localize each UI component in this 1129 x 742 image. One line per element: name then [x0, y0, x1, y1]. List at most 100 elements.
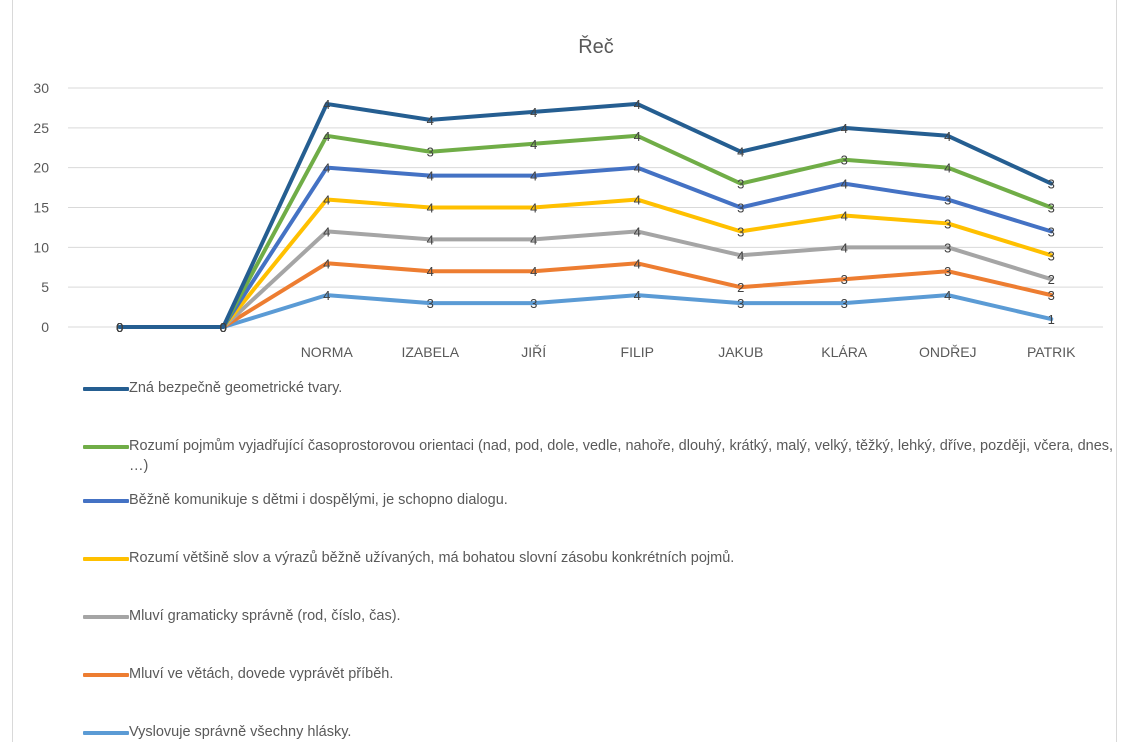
x-category-label: JIŘÍ — [521, 344, 546, 360]
data-label: 4 — [427, 232, 434, 247]
data-label: 0 — [220, 320, 227, 335]
data-label: 0 — [116, 320, 123, 335]
legend-swatch — [83, 615, 129, 619]
data-label: 3 — [530, 296, 537, 311]
data-label: 0 — [116, 320, 123, 335]
data-label: 4 — [737, 145, 744, 160]
data-label: 0 — [220, 320, 227, 335]
data-label: 4 — [634, 129, 641, 144]
data-label: 3 — [841, 153, 848, 168]
x-axis-categories: NORMA IZABELA JIŘÍ FILIP JAKUB KLÁRA ONDŘEJ PAT… — [301, 344, 1076, 360]
data-label: 4 — [323, 256, 330, 271]
data-label: 0 — [220, 320, 227, 335]
series-line — [117, 229, 1054, 329]
y-tick-label: 5 — [41, 279, 49, 295]
data-label: 0 — [220, 320, 227, 335]
legend: Zná bezpečně geometrické tvary. Rozumí po… — [83, 378, 1123, 742]
data-label: 3 — [944, 240, 951, 255]
data-label: 0 — [116, 320, 123, 335]
data-label: 4 — [841, 121, 848, 136]
x-category-label: NORMA — [301, 344, 354, 360]
data-label: 0 — [116, 320, 123, 335]
legend-item: Zná bezpečně geometrické tvary. — [83, 378, 1123, 398]
data-label: 3 — [944, 193, 951, 208]
data-label: 4 — [323, 161, 330, 176]
data-label: 4 — [944, 161, 951, 176]
legend-label: Vyslovuje správně všechny hlásky. — [129, 724, 352, 740]
data-label: 4 — [634, 97, 641, 112]
data-label: 3 — [1048, 288, 1055, 303]
data-label: 4 — [530, 201, 537, 216]
data-label: 1 — [1048, 312, 1055, 327]
legend-swatch — [83, 499, 129, 503]
data-label: 4 — [427, 264, 434, 279]
data-label: 2 — [737, 280, 744, 295]
data-label: 4 — [323, 193, 330, 208]
data-label: 3 — [737, 201, 744, 216]
series-line — [117, 101, 1054, 329]
data-label: 4 — [530, 232, 537, 247]
data-label: 3 — [1048, 248, 1055, 263]
data-label: 4 — [427, 169, 434, 184]
data-label: 3 — [427, 296, 434, 311]
legend-item: Mluví ve větách, dovede vyprávět příběh. — [83, 664, 1123, 684]
legend-swatch — [83, 557, 129, 561]
y-tick-label: 15 — [33, 200, 49, 216]
data-label: 3 — [737, 177, 744, 192]
legend-item: Vyslovuje správně všechny hlásky. — [83, 722, 1123, 742]
y-tick-label: 25 — [33, 120, 49, 136]
legend-swatch — [83, 387, 129, 391]
data-label: 4 — [944, 288, 951, 303]
data-label: 2 — [1048, 272, 1055, 287]
y-tick-label: 10 — [33, 239, 49, 255]
data-label: 4 — [530, 137, 537, 152]
data-label: 3 — [1048, 224, 1055, 239]
legend-label: Mluví ve větách, dovede vyprávět příběh. — [129, 666, 394, 682]
data-label: 4 — [323, 224, 330, 239]
data-label: 4 — [737, 248, 744, 263]
x-category-label: JAKUB — [718, 344, 763, 360]
series-lines — [117, 101, 1054, 329]
data-label: 4 — [323, 97, 330, 112]
data-label: 4 — [634, 256, 641, 271]
data-label: 3 — [737, 224, 744, 239]
data-label: 4 — [944, 129, 951, 144]
data-label: 4 — [634, 224, 641, 239]
legend-item: Běžně komunikuje s dětmi i dospělými, je… — [83, 490, 1123, 510]
series-line — [117, 165, 1054, 329]
data-label: 3 — [737, 296, 744, 311]
data-label: 4 — [841, 208, 848, 223]
legend-swatch — [83, 731, 129, 735]
data-label: 0 — [116, 320, 123, 335]
data-label: 3 — [427, 145, 434, 160]
data-label: 4 — [427, 201, 434, 216]
data-label: 3 — [841, 272, 848, 287]
data-label: 4 — [634, 161, 641, 176]
legend-label: Zná bezpečně geometrické tvary. — [129, 380, 343, 396]
legend-item: Rozumí pojmům vyjadřující časoprostorovo… — [83, 436, 1123, 476]
y-tick-label: 30 — [33, 80, 49, 96]
data-label: 4 — [530, 264, 537, 279]
legend-item: Rozumí většině slov a výrazů běžně užíva… — [83, 548, 1123, 568]
x-category-label: PATRIK — [1027, 344, 1076, 360]
y-tick-label: 20 — [33, 160, 49, 176]
legend-label: Rozumí pojmům vyjadřující časoprostorovo… — [129, 438, 1114, 474]
x-category-label: FILIP — [621, 344, 654, 360]
legend-item: Mluví gramaticky správně (rod, číslo, ča… — [83, 606, 1123, 626]
y-axis-ticks: 0 5 10 15 20 25 30 — [33, 80, 49, 335]
chart-area: Řeč 0 5 10 15 20 25 30 NORMA IZABELA JIŘÍ FILIP JA… — [12, 0, 1117, 742]
series-line — [117, 261, 1054, 329]
data-label: 4 — [427, 113, 434, 128]
x-category-label: IZABELA — [401, 344, 459, 360]
data-label: 0 — [220, 320, 227, 335]
series-line — [117, 133, 1054, 329]
data-label: 3 — [1048, 201, 1055, 216]
legend-swatch — [83, 673, 129, 677]
legend-label: Mluví gramaticky správně (rod, číslo, ča… — [129, 608, 401, 624]
x-category-label: KLÁRA — [821, 344, 868, 360]
data-label: 0 — [116, 320, 123, 335]
series-line — [117, 293, 1054, 329]
data-label: 0 — [220, 320, 227, 335]
legend-label: Rozumí většině slov a výrazů běžně užíva… — [129, 550, 735, 566]
